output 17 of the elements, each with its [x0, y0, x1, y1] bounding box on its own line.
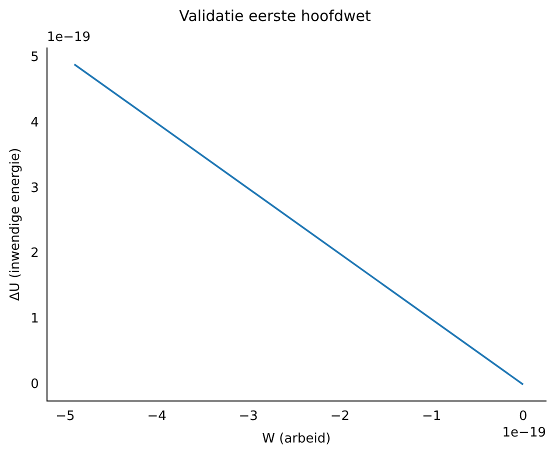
x-tick-label: −4	[147, 408, 166, 424]
x-tick-label: −3	[238, 408, 258, 424]
y-tick-label: 5	[30, 50, 39, 66]
x-tick-label: −1	[422, 408, 442, 424]
x-axis-title: W (arbeid)	[262, 432, 331, 447]
y-tick-label: 0	[30, 376, 39, 392]
chart-title: Validatie eerste hoofdwet	[179, 6, 371, 25]
y-tick-label: 2	[30, 246, 39, 262]
text: 1e−19	[502, 426, 546, 441]
y-tick-label: 4	[30, 116, 39, 131]
x-tick-label: 0	[518, 408, 528, 424]
y-tick-label: 1	[30, 312, 39, 327]
x-tick-label: −5	[56, 408, 75, 424]
y-tick-label: 3	[30, 180, 39, 196]
x-tick-label: −2	[330, 408, 350, 424]
y-axis-title: ΔU (inwendige energie)	[8, 148, 24, 301]
text: 1e−19	[46, 30, 91, 45]
